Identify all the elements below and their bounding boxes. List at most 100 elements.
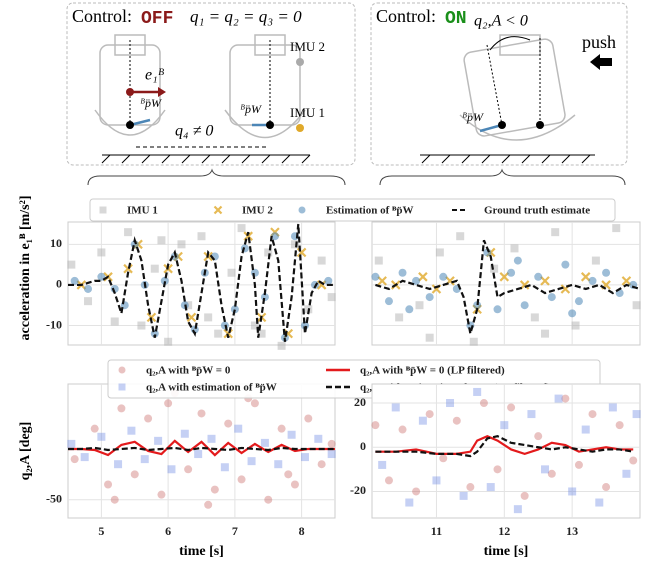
point	[510, 244, 519, 253]
point	[177, 240, 186, 249]
point	[67, 439, 76, 448]
point	[580, 272, 591, 282]
point	[104, 480, 113, 489]
point	[432, 476, 441, 485]
point	[180, 429, 189, 438]
point	[164, 399, 173, 408]
vector-label: e₁ᴮ	[145, 67, 165, 84]
point	[114, 460, 123, 469]
line	[68, 439, 335, 457]
x-axis-label: time [s]	[484, 544, 529, 559]
point	[486, 483, 495, 492]
point	[97, 248, 106, 257]
point	[568, 309, 577, 318]
point	[574, 460, 583, 469]
point	[418, 416, 427, 425]
point	[284, 470, 293, 479]
point	[498, 121, 506, 129]
point	[371, 421, 380, 430]
point	[513, 256, 522, 265]
point	[466, 483, 475, 492]
point	[398, 268, 407, 277]
point	[126, 121, 134, 129]
point	[97, 432, 106, 441]
legend-swatch	[118, 366, 126, 374]
point	[260, 438, 269, 447]
push-arrow	[590, 54, 612, 70]
point	[493, 465, 502, 474]
point	[520, 491, 529, 500]
legend-label: IMU 2	[242, 205, 273, 217]
point	[632, 301, 641, 310]
point	[534, 432, 543, 441]
point	[290, 240, 299, 249]
point	[398, 425, 407, 434]
point	[250, 321, 259, 330]
plot-area	[67, 221, 336, 346]
point	[230, 305, 239, 314]
x-tick-label: 12	[498, 524, 510, 538]
accel-label: ᴮp̈W	[140, 96, 162, 110]
point	[534, 272, 543, 281]
point	[237, 224, 246, 233]
control-label: Control:	[72, 6, 132, 26]
point	[473, 387, 482, 396]
y-tick-label: 10	[50, 236, 62, 250]
dotted-axis	[486, 44, 503, 126]
point	[67, 260, 76, 269]
control-state: ON	[445, 9, 467, 29]
point	[395, 313, 404, 322]
point	[197, 409, 206, 418]
point	[237, 475, 246, 484]
robot-drawing	[459, 34, 576, 141]
point	[530, 313, 539, 322]
point	[412, 487, 421, 496]
point	[554, 394, 563, 403]
x-tick-label: 11	[431, 524, 442, 538]
point	[157, 236, 166, 245]
point	[595, 498, 604, 507]
legend-label: Estimation of ᴮp̈W	[326, 205, 413, 217]
point	[561, 394, 570, 403]
point	[123, 263, 133, 274]
point	[378, 460, 387, 469]
point	[519, 280, 530, 290]
point	[264, 248, 273, 257]
point	[459, 491, 468, 500]
point	[391, 403, 400, 412]
point	[214, 329, 223, 338]
y-tick-label: 0	[360, 439, 366, 453]
point	[499, 272, 510, 282]
schematic-on: Control: ON q₂,A < 0 push ᴮp̈W	[370, 2, 628, 166]
point	[327, 450, 336, 459]
point	[452, 416, 461, 425]
brace	[379, 168, 626, 186]
point	[425, 293, 434, 302]
panel-frame	[66, 2, 356, 166]
point	[184, 465, 193, 474]
point	[541, 465, 550, 474]
ground-hatch	[101, 154, 311, 164]
point	[490, 264, 499, 273]
point	[277, 424, 286, 433]
point	[473, 301, 482, 310]
point	[621, 276, 632, 286]
control-state: OFF	[141, 9, 173, 29]
point	[220, 463, 229, 472]
control-label: Control:	[376, 6, 436, 26]
point	[250, 399, 259, 408]
point	[425, 333, 434, 342]
imu-label: IMU 1	[290, 105, 325, 120]
point	[164, 337, 173, 346]
point	[571, 321, 580, 330]
legend-label: q₂,A with ᴮp̈W = 0 (LP filtered)	[360, 365, 505, 377]
y-axis-label: q₂,A [deg]	[18, 422, 33, 481]
x-tick-label: 13	[566, 524, 578, 538]
point	[632, 410, 641, 419]
y-tick-label: -10	[46, 317, 62, 331]
line	[68, 223, 335, 342]
point	[140, 455, 149, 464]
chart-panel: 11 12 13 -20 0 20 time [s]	[350, 383, 641, 559]
line	[375, 434, 634, 456]
point	[137, 321, 146, 330]
